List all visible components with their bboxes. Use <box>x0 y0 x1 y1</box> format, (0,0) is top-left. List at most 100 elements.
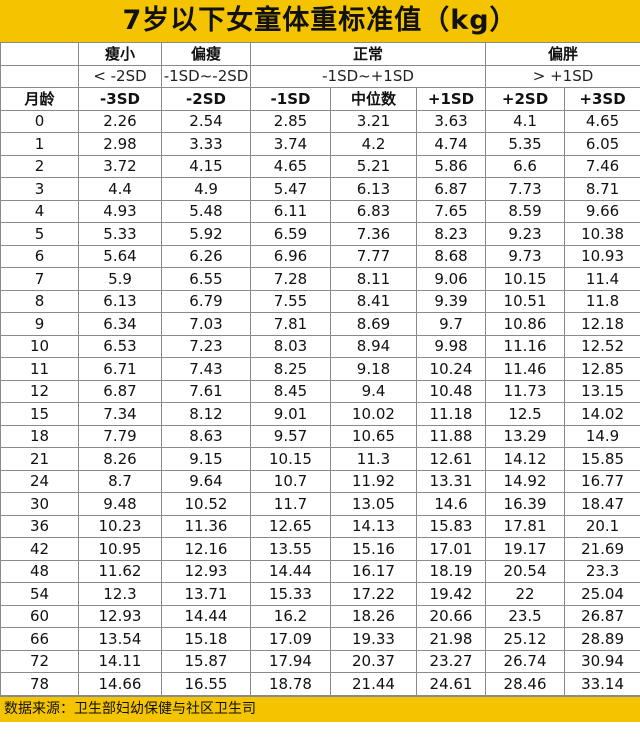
table-row: 54 12.3 13.71 15.33 17.22 19.42 22 25.04 <box>0 582 640 606</box>
cell-age: 30 <box>0 492 79 516</box>
cell-minus1sd: 8.45 <box>250 379 331 403</box>
cell-minus2sd: 5.48 <box>161 199 251 223</box>
cell-plus2sd: 26.74 <box>485 649 566 673</box>
cell-plus1sd: 9.06 <box>415 267 487 291</box>
cell-minus2sd: 12.16 <box>161 537 251 561</box>
cell-minus3sd: 7.34 <box>78 402 162 426</box>
cell-median: 4.2 <box>330 132 417 156</box>
cell-age: 6 <box>0 244 79 268</box>
cell-minus2sd: 6.79 <box>161 289 251 313</box>
cell-plus1sd: 5.86 <box>415 154 487 178</box>
cell-minus1sd: 14.44 <box>250 559 331 583</box>
cell-plus3sd: 9.66 <box>564 199 640 223</box>
cell-minus2sd: 16.55 <box>161 672 251 696</box>
cell-age: 42 <box>0 537 79 561</box>
col-header-plus3sd: +3SD <box>564 87 640 111</box>
cell-age: 7 <box>0 267 79 291</box>
cell-plus1sd: 23.27 <box>415 649 487 673</box>
cell-plus2sd: 11.46 <box>485 357 566 381</box>
cell-plus1sd: 13.31 <box>415 469 487 493</box>
cell-plus1sd: 8.68 <box>415 244 487 268</box>
cell-plus3sd: 23.3 <box>564 559 640 583</box>
col-header-plus2sd: +2SD <box>485 87 566 111</box>
cell-minus1sd: 4.65 <box>250 154 331 178</box>
cell-minus3sd: 12.93 <box>78 604 162 628</box>
cell-median: 8.41 <box>330 289 417 313</box>
table-row: 4 4.93 5.48 6.11 6.83 7.65 8.59 9.66 <box>0 199 640 223</box>
table-row: 3 4.4 4.9 5.47 6.13 6.87 7.73 8.71 <box>0 177 640 201</box>
cell-minus2sd: 8.12 <box>161 402 251 426</box>
cell-minus3sd: 10.23 <box>78 514 162 538</box>
cell-plus1sd: 4.74 <box>415 132 487 156</box>
cell-minus2sd: 7.03 <box>161 312 251 336</box>
cell-plus1sd: 3.63 <box>415 109 487 133</box>
group-slim: 偏瘦 <box>161 42 251 66</box>
cell-minus2sd: 2.54 <box>161 109 251 133</box>
cell-minus3sd: 5.33 <box>78 222 162 246</box>
cell-age: 9 <box>0 312 79 336</box>
group-thin: 瘦小 <box>78 42 162 66</box>
cell-minus2sd: 4.9 <box>161 177 251 201</box>
cell-plus2sd: 8.59 <box>485 199 566 223</box>
column-header-row: 月龄 -3SD -2SD -1SD 中位数 +1SD +2SD +3SD <box>0 87 640 111</box>
cell-minus1sd: 16.2 <box>250 604 331 628</box>
cell-minus2sd: 12.93 <box>161 559 251 583</box>
cell-minus1sd: 7.81 <box>250 312 331 336</box>
cell-plus3sd: 13.15 <box>564 379 640 403</box>
cell-plus2sd: 19.17 <box>485 537 566 561</box>
cell-plus3sd: 16.77 <box>564 469 640 493</box>
cell-age: 54 <box>0 582 79 606</box>
cell-plus1sd: 17.01 <box>415 537 487 561</box>
cell-plus1sd: 19.42 <box>415 582 487 606</box>
cell-median: 15.16 <box>330 537 417 561</box>
cell-minus2sd: 9.64 <box>161 469 251 493</box>
cell-minus3sd: 12.3 <box>78 582 162 606</box>
cell-median: 13.05 <box>330 492 417 516</box>
cell-plus3sd: 30.94 <box>564 649 640 673</box>
cell-plus1sd: 20.66 <box>415 604 487 628</box>
table-row: 24 8.7 9.64 10.7 11.92 13.31 14.92 16.77 <box>0 469 640 493</box>
cell-plus2sd: 16.39 <box>485 492 566 516</box>
cell-age: 4 <box>0 199 79 223</box>
cell-plus1sd: 24.61 <box>415 672 487 696</box>
cell-minus1sd: 6.11 <box>250 199 331 223</box>
cell-age: 8 <box>0 289 79 313</box>
cell-age: 1 <box>0 132 79 156</box>
table-row: 36 10.23 11.36 12.65 14.13 15.83 17.81 20.1 <box>0 514 640 538</box>
cell-plus3sd: 7.46 <box>564 154 640 178</box>
cell-age: 66 <box>0 627 79 651</box>
cell-plus3sd: 10.93 <box>564 244 640 268</box>
cell-plus2sd: 10.15 <box>485 267 566 291</box>
cell-minus1sd: 10.7 <box>250 469 331 493</box>
data-source-footer: 数据来源：卫生部妇幼保健与社区卫生司 <box>0 695 640 722</box>
cell-plus2sd: 14.12 <box>485 447 566 471</box>
group-normal: 正常 <box>249 42 487 66</box>
cell-minus3sd: 6.34 <box>78 312 162 336</box>
cell-plus2sd: 20.54 <box>485 559 566 583</box>
cell-median: 10.65 <box>330 424 417 448</box>
cell-plus1sd: 14.6 <box>415 492 487 516</box>
cell-minus3sd: 14.66 <box>78 672 162 696</box>
cell-minus2sd: 7.61 <box>161 379 251 403</box>
cell-age: 36 <box>0 514 79 538</box>
cell-plus2sd: 9.23 <box>485 222 566 246</box>
cell-median: 14.13 <box>330 514 417 538</box>
table-row: 5 5.33 5.92 6.59 7.36 8.23 9.23 10.38 <box>0 222 640 246</box>
cell-median: 17.22 <box>330 582 417 606</box>
cell-plus1sd: 7.65 <box>415 199 487 223</box>
table-row: 48 11.62 12.93 14.44 16.17 18.19 20.54 23.3 <box>0 559 640 583</box>
cell-minus2sd: 10.52 <box>161 492 251 516</box>
cell-age: 24 <box>0 469 79 493</box>
cell-age: 72 <box>0 649 79 673</box>
cell-minus1sd: 3.74 <box>250 132 331 156</box>
cell-median: 21.44 <box>330 672 417 696</box>
cell-minus1sd: 15.33 <box>250 582 331 606</box>
range-slim: -1SD~-2SD <box>161 64 251 88</box>
range-chubby: > +1SD <box>485 64 640 88</box>
cell-minus1sd: 17.09 <box>250 627 331 651</box>
cell-minus3sd: 14.11 <box>78 649 162 673</box>
cell-minus2sd: 15.18 <box>161 627 251 651</box>
cell-median: 7.77 <box>330 244 417 268</box>
cell-median: 6.83 <box>330 199 417 223</box>
table-row: 0 2.26 2.54 2.85 3.21 3.63 4.1 4.65 <box>0 109 640 133</box>
